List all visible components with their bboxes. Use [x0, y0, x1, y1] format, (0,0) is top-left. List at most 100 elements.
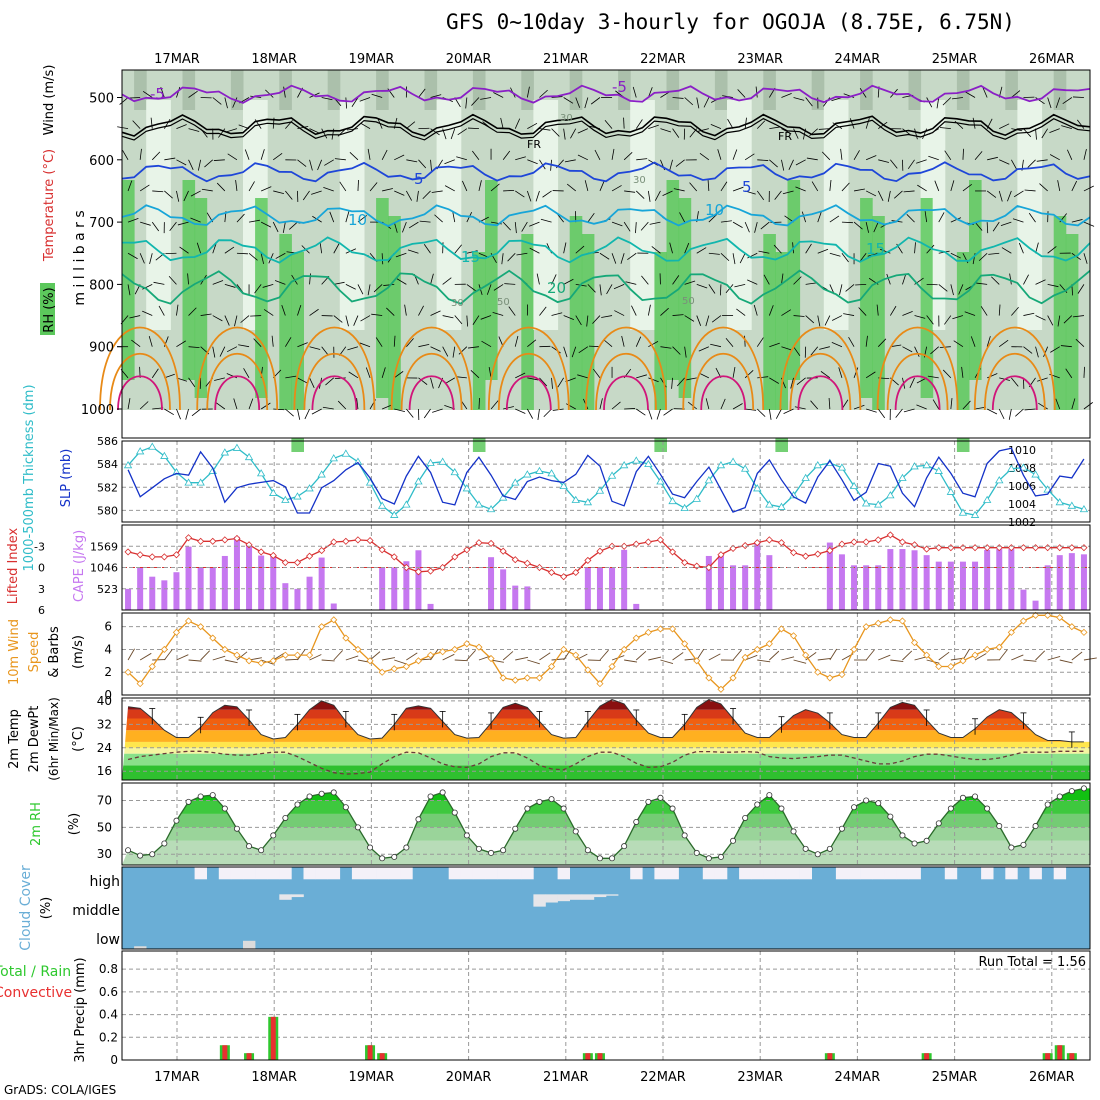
wind-barb: [877, 190, 884, 202]
precip-convective-bar: [379, 1053, 385, 1060]
lifted-index-marker: [499, 547, 507, 555]
temp-contour-magenta: [603, 375, 649, 411]
rh2m-marker: [657, 794, 664, 801]
wind-barb: [1071, 219, 1083, 223]
wind-barb: [309, 159, 313, 171]
wind-barb: [472, 150, 480, 161]
wind-barb: [1011, 90, 1021, 98]
wind-barb: [1038, 402, 1048, 410]
cape-bar: [246, 544, 253, 610]
rh-dry-cell: [739, 100, 752, 330]
wind-barb: [632, 86, 637, 98]
wind-barb: [508, 306, 516, 316]
cape-bar: [258, 555, 265, 610]
rh2m-marker: [342, 804, 349, 811]
slp-line: [127, 447, 1085, 514]
wind-speed-marker: [741, 653, 749, 661]
lifted-index-marker: [487, 539, 495, 547]
wind-barb: [890, 344, 902, 348]
wind-barb: [793, 276, 802, 285]
wind-speed-marker: [644, 628, 652, 636]
wind-barb: [152, 190, 164, 193]
lifted-index-marker: [898, 538, 907, 546]
wind-barb: [248, 181, 255, 192]
temp-contour-20: [121, 269, 1091, 305]
lifted-index-marker: [305, 552, 314, 560]
wind-barb: [865, 335, 868, 347]
wind-barb: [359, 97, 371, 102]
wind-barb: [624, 190, 636, 193]
contour-label: 30: [560, 113, 573, 124]
axis-label-temp-3: (6hr Min/Max): [47, 697, 61, 781]
wind-barb: [669, 159, 673, 171]
wind-speed-marker: [451, 645, 459, 654]
wind-speed-marker: [765, 640, 773, 648]
wind-barb: [324, 159, 334, 166]
wind-barb: [347, 346, 359, 351]
thickness-marker: [910, 462, 919, 470]
temp-contour-orange-outer: [585, 326, 667, 411]
wind-barb-10m: [1071, 651, 1083, 661]
axis-label-lifted-index: Lifted Index: [6, 527, 21, 604]
wind-barb: [769, 126, 781, 130]
cloud-high-clear: [255, 867, 268, 880]
rh2m-marker: [1068, 788, 1075, 795]
wind-speed-marker: [426, 651, 435, 659]
slp-tick-label: 1006: [1008, 480, 1036, 493]
wind-barb: [873, 221, 879, 233]
wind-barb: [356, 398, 359, 410]
wind-barb: [647, 190, 651, 202]
wind-barb: [430, 159, 432, 171]
wind-barb: [406, 159, 418, 163]
wind-barb: [623, 117, 625, 129]
wind-barb: [817, 248, 829, 254]
wind-barb: [649, 221, 661, 225]
wind-barb: [974, 151, 983, 161]
thickness-marker: [692, 494, 701, 502]
wind-barb: [551, 274, 557, 285]
cloud-high-clear: [763, 867, 776, 880]
wind-barb: [563, 128, 566, 140]
wind-barb: [603, 339, 613, 348]
rh2m-marker: [391, 853, 398, 860]
date-label-bottom: 23MAR: [737, 1070, 783, 1085]
wind-barb: [781, 346, 793, 351]
wind-barb-10m: [902, 650, 913, 661]
thickness-marker: [1055, 498, 1064, 506]
wind-barb: [311, 190, 322, 195]
wind-barb: [527, 377, 539, 381]
contour-label: 15: [461, 248, 480, 266]
axis-label-cloud-2: (%): [39, 897, 54, 920]
precip-tick-label: 0.2: [99, 1030, 118, 1044]
rh2m-marker: [996, 823, 1003, 830]
wind-barb: [594, 149, 601, 160]
wind-speed-marker: [596, 680, 604, 688]
wind-barb: [972, 117, 976, 129]
contour-label: 20: [547, 279, 566, 297]
wind-barb: [744, 335, 746, 347]
wind-barb: [1007, 190, 1012, 202]
rh2m-marker: [838, 825, 845, 832]
temp-contour-10: [121, 204, 1091, 227]
wind-barb: [465, 97, 468, 109]
wind-barb: [739, 253, 746, 264]
date-label-top: 26MAR: [1029, 52, 1075, 67]
temp-contour-FR: [121, 113, 1091, 137]
wind-speed-marker: [814, 668, 822, 676]
rh2m-marker: [451, 809, 458, 816]
wind-barb: [958, 284, 964, 295]
rh2m-marker: [500, 847, 507, 854]
rh2m-marker: [379, 855, 386, 862]
wind-barb: [218, 128, 226, 138]
wind-barb: [599, 180, 605, 192]
wind-barb: [978, 252, 988, 262]
wind-barb: [795, 186, 806, 192]
cloud-high-clear: [351, 867, 365, 880]
wind-barb: [325, 377, 335, 386]
lifted-index-marker: [826, 546, 834, 555]
rh2m-marker: [742, 814, 749, 821]
wind-barb: [537, 408, 540, 420]
legend-rh-label: RH (%): [42, 287, 57, 332]
lifted-index-marker: [426, 567, 435, 575]
cloud-high-clear: [497, 867, 510, 880]
